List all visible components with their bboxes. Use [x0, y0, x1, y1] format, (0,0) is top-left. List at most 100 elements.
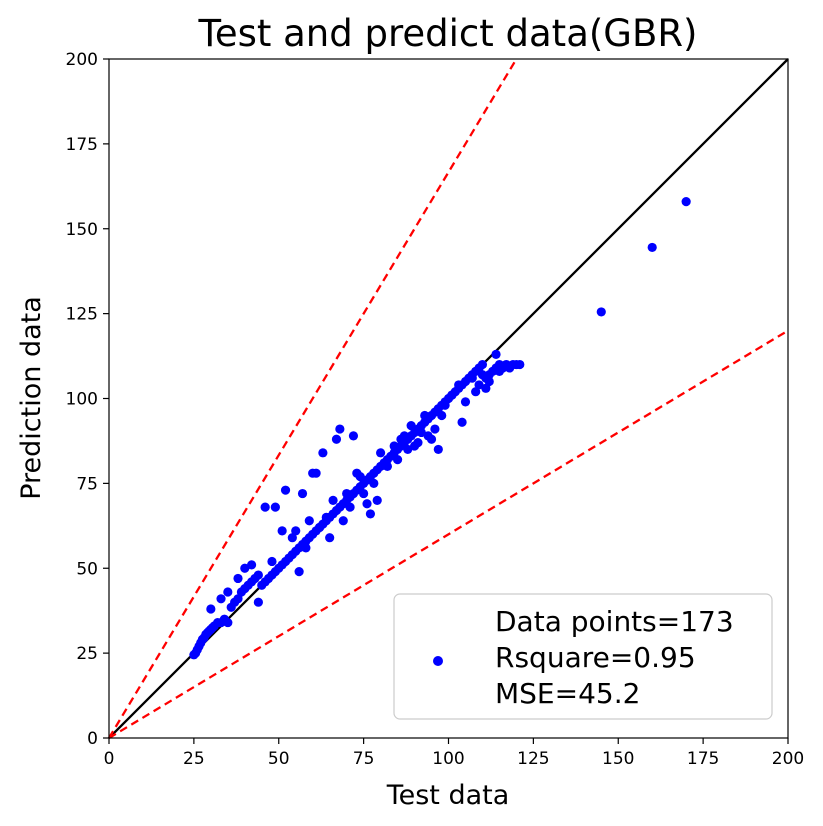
data-point	[345, 502, 355, 512]
data-point	[342, 488, 352, 499]
data-point	[240, 563, 250, 573]
x-tick-label: 0	[104, 749, 115, 769]
data-point	[233, 573, 243, 584]
data-point	[440, 400, 450, 410]
data-point	[277, 526, 287, 536]
y-tick-label: 200	[66, 50, 98, 70]
data-point	[426, 434, 437, 444]
y-axis-ticks: 0 25 50 75 100 125 150 175 200	[66, 50, 109, 749]
data-point	[338, 516, 348, 526]
x-tick-label: 100	[432, 749, 464, 769]
y-axis-label: Prediction data	[16, 296, 47, 500]
data-point	[477, 370, 488, 380]
data-point	[331, 434, 342, 444]
bound-line-1	[108, 58, 518, 739]
legend: Data points=173 Rsquare=0.95 MSE=45.2	[393, 593, 773, 720]
data-point	[297, 488, 308, 499]
data-point	[253, 570, 263, 580]
data-point	[484, 376, 494, 387]
data-point	[314, 522, 325, 533]
y-tick-label: 125	[66, 305, 98, 325]
data-point	[335, 424, 345, 434]
data-point	[291, 526, 301, 536]
data-point	[304, 516, 314, 526]
y-tick-label: 50	[76, 559, 98, 579]
data-point	[359, 488, 369, 499]
data-point	[596, 307, 606, 317]
data-point	[311, 468, 321, 478]
data-point	[467, 373, 477, 383]
legend-line-1: Data points=173	[495, 605, 734, 638]
data-point	[260, 502, 270, 512]
data-point	[477, 359, 488, 370]
data-point	[382, 461, 392, 471]
y-tick-label: 100	[66, 390, 98, 410]
data-point	[253, 597, 263, 607]
data-point	[392, 455, 403, 465]
data-point	[491, 349, 501, 359]
data-point	[647, 242, 657, 253]
data-point	[365, 509, 376, 519]
data-point	[433, 444, 443, 455]
data-point	[270, 502, 280, 512]
y-tick-label: 75	[76, 474, 98, 494]
data-point	[223, 587, 233, 597]
data-point	[376, 448, 386, 458]
x-tick-label: 200	[772, 749, 804, 769]
chart-title: Test and predict data(GBR)	[198, 12, 698, 55]
x-tick-label: 175	[687, 749, 719, 769]
data-point	[420, 410, 430, 421]
x-tick-label: 125	[517, 749, 549, 769]
data-point	[287, 533, 297, 543]
x-axis-ticks: 0 25 50 75 100 125 150 175 200	[104, 738, 804, 769]
data-point	[321, 512, 331, 522]
bound-line-2	[108, 329, 789, 739]
data-point	[325, 533, 335, 543]
data-point	[348, 431, 359, 441]
legend-box	[393, 593, 773, 720]
data-point	[430, 424, 440, 434]
data-point	[216, 594, 226, 604]
data-point	[246, 560, 257, 570]
data-point	[403, 444, 413, 455]
data-point	[413, 438, 423, 448]
data-point	[454, 380, 464, 390]
data-point	[474, 380, 484, 390]
x-tick-label: 150	[602, 749, 634, 769]
data-point	[481, 383, 491, 393]
legend-marker	[433, 656, 443, 666]
data-point	[437, 410, 447, 421]
y-tick-label: 25	[76, 644, 98, 664]
data-point	[280, 485, 291, 495]
y-tick-label: 0	[87, 729, 98, 749]
data-point	[399, 431, 409, 441]
data-point	[447, 390, 457, 400]
data-point	[681, 196, 691, 207]
data-point	[233, 594, 243, 604]
x-tick-label: 25	[183, 749, 205, 769]
data-point	[460, 397, 471, 407]
data-point	[389, 441, 399, 451]
data-point	[369, 478, 379, 488]
x-tick-label: 75	[353, 749, 375, 769]
data-point	[267, 556, 277, 567]
data-point	[515, 359, 525, 370]
data-point	[294, 567, 304, 577]
data-point	[362, 499, 372, 509]
legend-line-3: MSE=45.2	[495, 677, 640, 710]
data-point	[355, 471, 365, 482]
y-tick-label: 150	[66, 220, 98, 240]
data-point	[416, 427, 426, 438]
data-point	[328, 495, 338, 505]
data-point	[318, 448, 328, 458]
data-point	[457, 417, 467, 427]
x-axis-label: Test data	[386, 780, 510, 811]
data-point	[223, 617, 233, 628]
data-point	[494, 359, 505, 370]
legend-line-2: Rsquare=0.95	[495, 641, 696, 674]
data-point	[301, 543, 311, 553]
data-point	[471, 387, 481, 397]
data-point	[372, 495, 382, 505]
data-point	[206, 604, 216, 614]
